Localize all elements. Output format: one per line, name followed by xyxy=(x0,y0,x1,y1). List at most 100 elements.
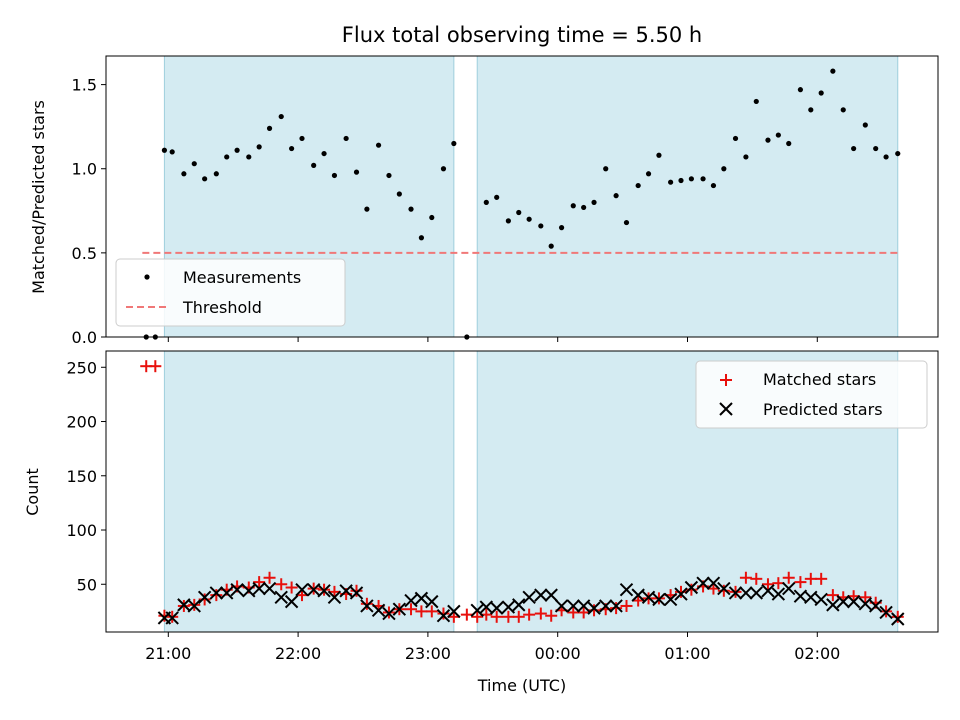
measurement-point xyxy=(558,225,565,231)
predicted-star-marker xyxy=(501,600,516,614)
measurement-point xyxy=(299,135,305,142)
measurement-point xyxy=(883,154,889,160)
bottom-y-axis-label: Count xyxy=(23,468,42,516)
predicted-star-marker xyxy=(414,591,429,606)
predicted-marker-b xyxy=(522,590,536,604)
top-subplot: 0.0 0.5 1.0 1.5 Matched/Predicted stars Mea… xyxy=(29,55,939,347)
observing-interval-2 xyxy=(476,55,899,338)
predicted-star-marker xyxy=(717,581,731,596)
top-y-tick-label: 0.5 xyxy=(72,244,97,263)
measurement-point xyxy=(830,68,836,74)
predicted-legend-label: Predicted stars xyxy=(763,400,883,419)
predicted-star-marker xyxy=(349,586,364,600)
matched-star-marker xyxy=(891,610,904,623)
predicted-marker-b xyxy=(761,584,775,598)
matched-star-marker xyxy=(523,608,536,621)
predicted-star-marker xyxy=(891,612,905,626)
measurement-point xyxy=(678,177,684,184)
matched-star-marker xyxy=(632,594,645,607)
measurement-point xyxy=(775,132,781,138)
predicted-star-marker xyxy=(826,598,840,612)
measurement-point xyxy=(202,176,208,182)
matched-star-marker xyxy=(253,576,266,589)
measurement-point xyxy=(234,147,240,153)
top-observing-intervals xyxy=(163,55,899,338)
matched-legend-label: Matched stars xyxy=(763,370,876,389)
predicted-marker-b xyxy=(631,588,645,602)
predicted-star-marker xyxy=(165,611,179,625)
measurement-point xyxy=(343,135,349,142)
matched-star-marker xyxy=(815,572,828,585)
predicted-marker-b xyxy=(371,603,386,618)
measurement-point xyxy=(645,171,652,177)
predicted-marker-b xyxy=(739,586,753,600)
predicted-marker-b xyxy=(425,594,439,609)
bottom-y-tick-label: 100 xyxy=(66,521,97,540)
measurements-legend-marker xyxy=(144,274,150,280)
matched-star-marker xyxy=(437,607,450,620)
predicted-star-marker xyxy=(425,594,439,609)
predicted-marker-b xyxy=(339,584,353,598)
matched-star-marker xyxy=(198,593,211,606)
predicted-star-marker xyxy=(436,609,451,623)
measurement-point xyxy=(396,191,402,197)
measurement-point xyxy=(808,107,814,113)
measurement-point xyxy=(753,98,759,105)
bottom-y-tick-label: 50 xyxy=(77,575,97,594)
measurement-point xyxy=(364,206,370,212)
predicted-star-marker xyxy=(587,601,601,615)
predicted-star-marker xyxy=(360,599,374,613)
predicted-star-marker xyxy=(274,590,288,604)
matched-star-marker xyxy=(328,585,341,598)
predicted-star-marker xyxy=(317,584,331,598)
measurement-point xyxy=(181,171,187,177)
measurement-point xyxy=(688,176,694,182)
predicted-marker-b xyxy=(566,599,580,613)
predicted-stars-points xyxy=(157,576,905,626)
predicted-marker-b xyxy=(165,611,179,625)
matched-legend-marker xyxy=(720,374,732,386)
predicted-star-marker xyxy=(814,592,828,607)
predicted-star-marker xyxy=(262,581,277,596)
matched-star-marker xyxy=(534,607,547,620)
predicted-star-marker xyxy=(447,604,461,619)
predicted-star-marker xyxy=(631,588,645,602)
predicted-star-marker xyxy=(522,590,536,604)
measurement-point xyxy=(516,209,522,216)
matched-star-marker xyxy=(210,589,223,602)
predicted-marker-b xyxy=(501,600,516,614)
matched-star-marker xyxy=(447,610,460,623)
measurement-point xyxy=(873,145,879,152)
predicted-star-marker xyxy=(868,599,883,613)
matched-star-marker xyxy=(685,583,698,596)
measurement-point xyxy=(451,140,457,147)
predicted-marker-b xyxy=(512,598,526,612)
predicted-star-marker xyxy=(566,599,580,613)
predicted-star-marker xyxy=(684,580,699,595)
predicted-marker-b xyxy=(599,599,613,613)
measurement-point xyxy=(224,154,230,160)
measurement-point xyxy=(321,150,327,157)
predicted-marker-b xyxy=(706,576,721,590)
measurement-point xyxy=(483,199,489,205)
predicted-star-marker xyxy=(641,590,656,604)
predicted-star-marker xyxy=(804,590,818,604)
matched-star-marker xyxy=(675,585,688,598)
matched-star-marker xyxy=(610,602,623,615)
measurement-point xyxy=(797,87,804,93)
predicted-star-marker xyxy=(295,582,309,597)
predicted-star-marker xyxy=(879,605,893,620)
predicted-marker-b xyxy=(447,604,461,619)
measurement-point xyxy=(635,182,641,189)
predicted-star-marker xyxy=(782,581,796,596)
predicted-marker-b xyxy=(274,590,288,604)
predicted-marker-b xyxy=(349,586,364,600)
x-axis-label: Time (UTC) xyxy=(477,676,566,695)
measurement-point xyxy=(700,176,706,182)
measurement-point xyxy=(623,219,630,226)
predicted-marker-b xyxy=(804,590,818,604)
bottom-legend-box xyxy=(695,360,928,429)
predicted-star-marker xyxy=(534,588,548,602)
predicted-star-marker xyxy=(209,586,224,600)
predicted-star-marker xyxy=(706,576,721,590)
